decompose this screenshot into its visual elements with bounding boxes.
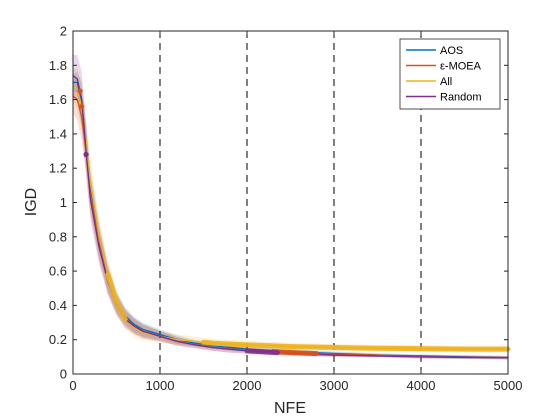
random-highlight-3 bbox=[244, 348, 280, 356]
y-tick-label-0: 0 bbox=[60, 367, 67, 382]
x-tick-label-0: 0 bbox=[69, 378, 76, 393]
highlighted-segments bbox=[105, 272, 511, 357]
legend-label-epsilon-moea: ε-MOEA bbox=[440, 61, 482, 73]
epsilon-moea-marker-0 bbox=[77, 88, 83, 94]
series-markers bbox=[77, 88, 89, 158]
y-tick-label-9: 1.8 bbox=[49, 58, 67, 73]
epsilon-moea-highlight-2 bbox=[270, 349, 320, 357]
random-marker-2 bbox=[83, 151, 89, 158]
x-axis-label: NFE bbox=[274, 400, 306, 417]
y-tick-label-8: 1.6 bbox=[49, 92, 67, 107]
legend: AOS ε-MOEA All Random bbox=[399, 38, 501, 110]
x-tick-label-5000: 5000 bbox=[494, 378, 523, 393]
y-axis-ticks: 0 0.2 0.4 0.6 0.8 1 1.2 1.4 1.6 1.8 2 bbox=[49, 24, 508, 382]
random-line bbox=[72, 75, 509, 359]
x-tick-label-3000: 3000 bbox=[320, 378, 349, 393]
series-lines bbox=[72, 75, 509, 359]
x-tick-label-1000: 1000 bbox=[146, 378, 175, 393]
y-tick-label-10: 2 bbox=[60, 24, 67, 39]
epsilon-moea-marker-1 bbox=[79, 103, 85, 110]
x-tick-label-4000: 4000 bbox=[407, 378, 436, 393]
y-axis-label: IGD bbox=[23, 188, 40, 216]
legend-label-all: All bbox=[440, 76, 452, 88]
vertical-reference-lines bbox=[159, 31, 422, 374]
legend-label-random: Random bbox=[440, 92, 482, 104]
all-highlight-0 bbox=[105, 272, 128, 322]
y-tick-label-5: 1 bbox=[60, 195, 67, 210]
y-tick-label-2: 0.4 bbox=[49, 298, 67, 313]
x-axis-ticks: 0 1000 2000 3000 4000 5000 bbox=[69, 31, 522, 393]
all-highlight-1 bbox=[201, 339, 511, 352]
y-tick-label-6: 1.2 bbox=[49, 161, 67, 176]
y-tick-label-1: 0.2 bbox=[49, 332, 67, 347]
x-tick-label-2000: 2000 bbox=[233, 378, 262, 393]
y-tick-label-7: 1.4 bbox=[49, 126, 67, 141]
legend-label-aos: AOS bbox=[440, 45, 463, 57]
y-tick-label-3: 0.6 bbox=[49, 264, 67, 279]
y-tick-label-4: 0.8 bbox=[49, 229, 67, 244]
